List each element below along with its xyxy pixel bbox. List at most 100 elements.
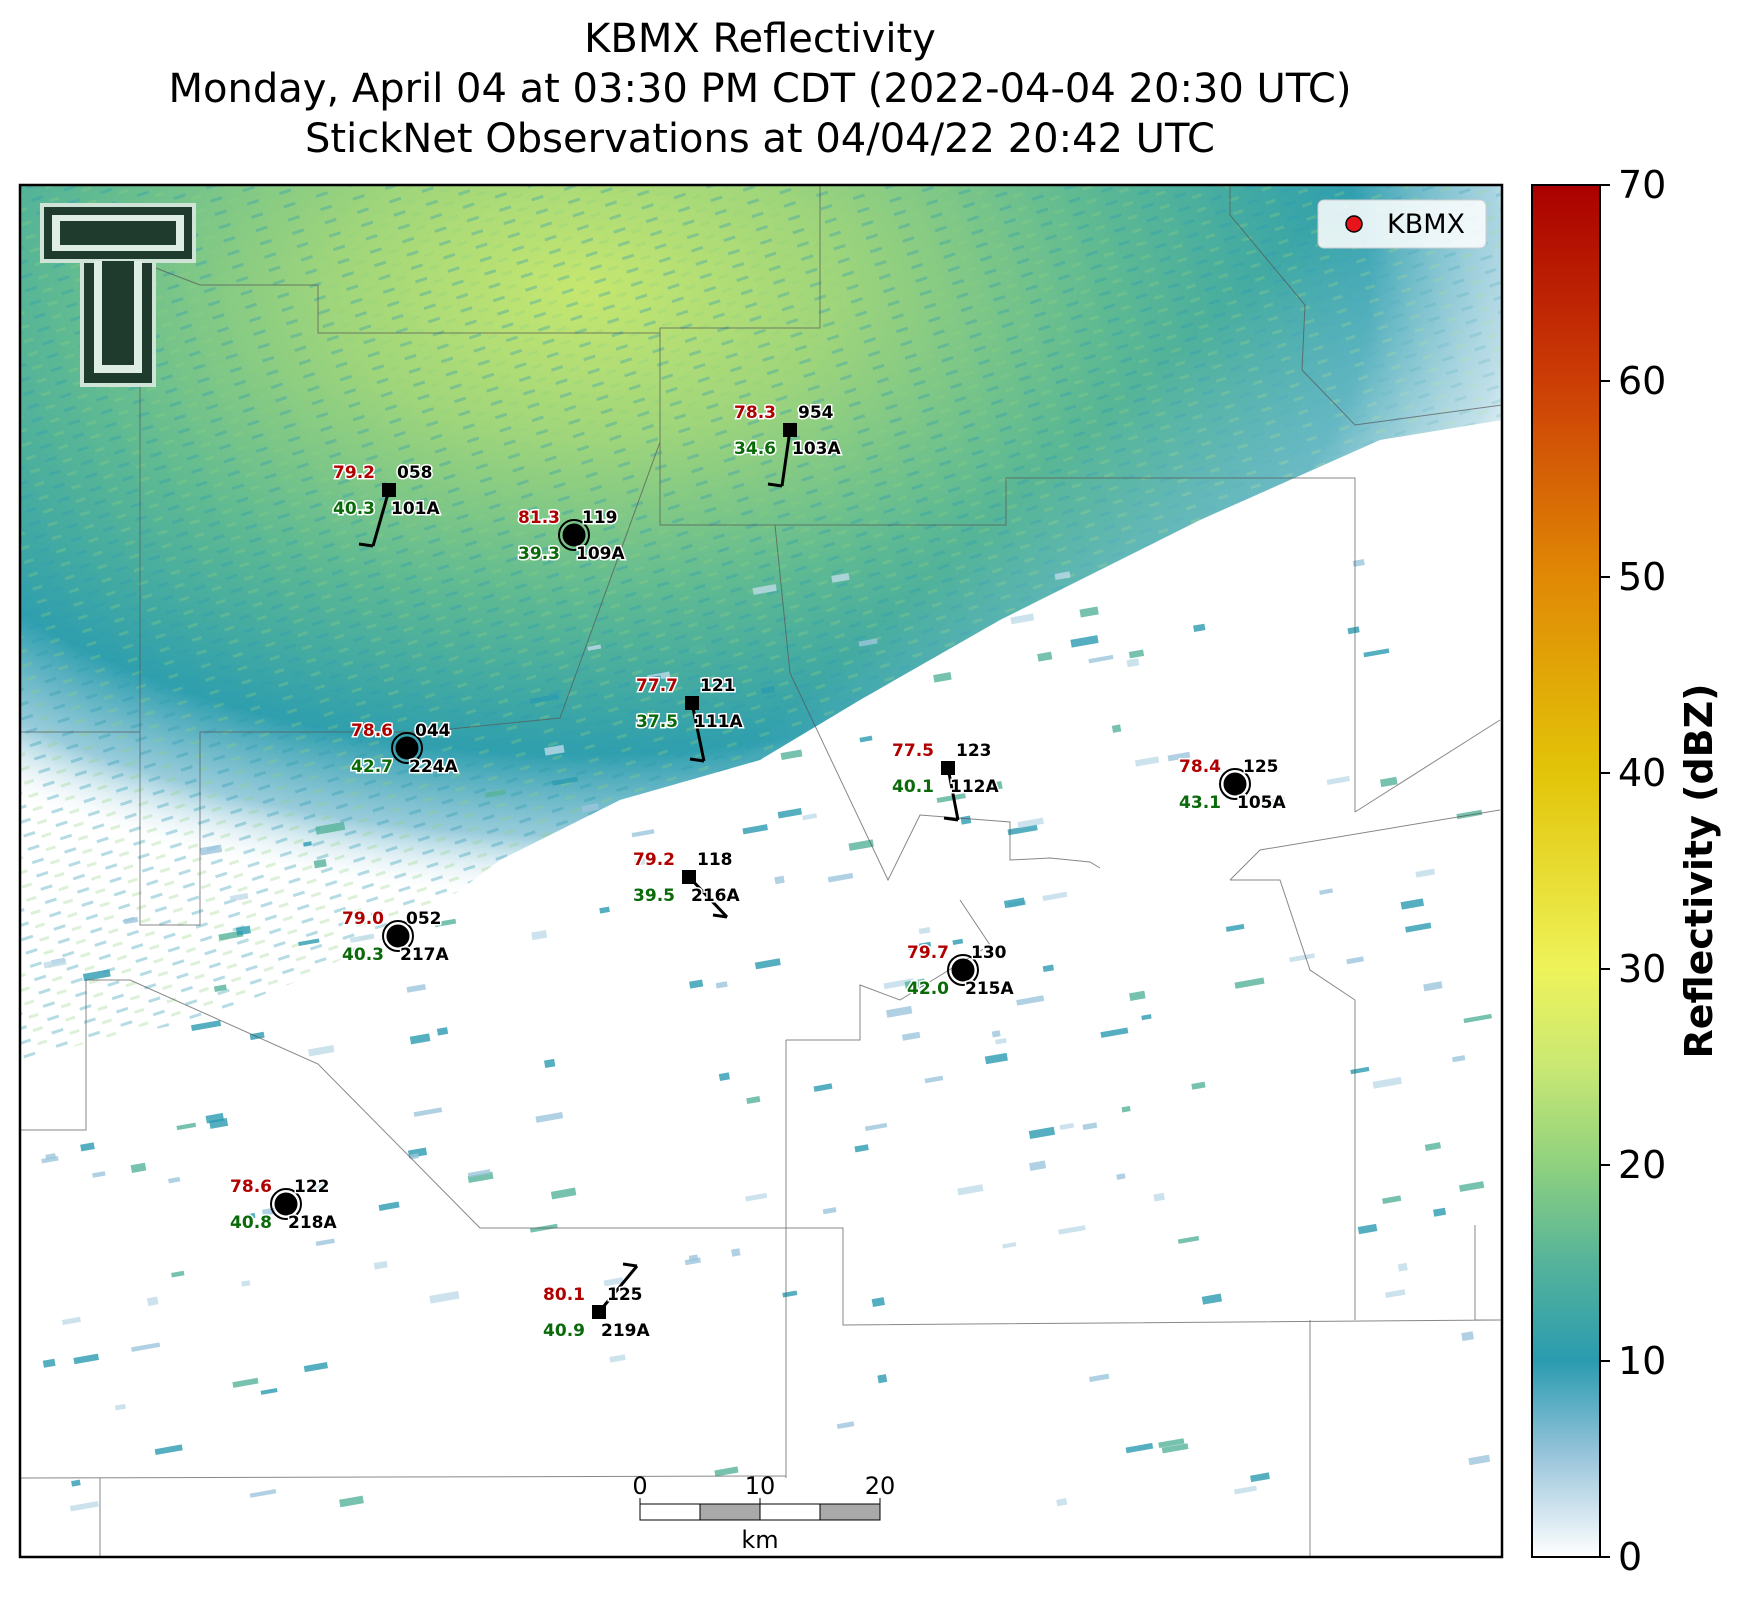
echo-cell [1111,724,1122,733]
station-square-marker [941,761,955,775]
echo-cell [303,841,312,847]
station-id: 101A [391,499,440,519]
station-218A[interactable]: 78.6 122 40.8 218A [229,1176,339,1235]
echo-cell [984,1052,1008,1065]
wind-barb-icon [946,767,960,821]
station-square-marker [685,696,699,710]
echo-cell [689,979,704,989]
echo-cell [634,856,653,866]
echo-cell [1016,995,1045,1006]
echo-cell [1029,1160,1047,1171]
station-temperature: 78.4 [1179,757,1221,777]
station-pressure: 052 [406,909,442,929]
echo-cell [780,749,803,761]
echo-cell [209,1117,229,1129]
echo-cell [71,1479,81,1487]
station-dewpoint: 42.0 [907,979,949,999]
station-112A[interactable]: 77.5 123 40.1 112A [891,740,1001,822]
echo-cell [154,1444,183,1455]
station-dewpoint: 40.3 [342,945,384,965]
echo-cell [69,1501,99,1512]
echo-cell [715,981,728,989]
colorbar-ticks: 0 10 20 30 40 50 60 70 [1600,163,1666,1579]
echo-cell [802,813,818,821]
station-id: 216A [691,886,740,906]
echo-cell [308,1045,335,1057]
station-101A[interactable]: 79.2 058 40.3 101A [332,462,442,548]
wind-barb-flag [358,542,374,548]
echo-cell [1028,1126,1056,1140]
kbmx-marker-icon [1345,215,1363,233]
echo-cell [1158,1438,1185,1449]
echo-cell [1177,1235,1200,1244]
station-215A[interactable]: 79.7 130 42.0 215A [906,942,1016,1001]
scale-unit: km [741,1526,778,1554]
echo-cell [1002,1242,1017,1249]
echo-cell [436,1027,449,1036]
echo-cell [1397,1262,1408,1272]
station-id: 219A [601,1321,650,1341]
station-103A[interactable]: 78.3 954 34.6 103A [733,402,843,488]
station-pressure: 123 [956,741,992,761]
station-105A[interactable]: 78.4 125 43.1 105A [1178,756,1288,815]
station-pressure: 125 [607,1285,643,1305]
station-temperature: 78.3 [734,403,776,423]
echo-cell [1059,1122,1075,1130]
echo-cell [1452,1055,1466,1063]
echo-cell [406,983,426,993]
echo-cell [831,573,850,583]
station-temperature: 80.1 [543,1285,585,1305]
echo-cell [777,808,803,819]
echo-cell [73,1353,99,1365]
echo-cell [864,1122,888,1131]
station-pressure: 058 [397,463,433,483]
echo-cell [1007,824,1038,836]
echo-cell [1134,756,1160,767]
echo-cell [774,875,785,885]
echo-cell [1234,1485,1257,1495]
echo-cell [827,872,854,883]
station-id: 215A [965,979,1014,999]
colorbar-tick-label: 20 [1618,1143,1666,1187]
echo-cell [836,1421,855,1430]
echo-cell [599,906,610,914]
echo-cell [249,1489,277,1498]
station-pressure: 122 [294,1177,330,1197]
echo-cell [746,1096,761,1105]
echo-cell [933,672,952,683]
echo-cell [303,1362,328,1373]
station-111A[interactable]: 77.7 121 37.5 111A [635,675,745,763]
echo-cell [1357,1223,1378,1235]
station-square-marker [682,870,696,884]
station-square-marker [592,1305,606,1319]
station-id: 103A [792,439,841,459]
wind-barb-icon [690,702,706,762]
echo-cell [409,1033,431,1045]
station-circle-marker [274,1192,298,1216]
station-216A[interactable]: 79.2 118 39.5 216A [632,849,742,919]
echo-cell [822,1207,837,1215]
echo-cell [1201,1293,1223,1305]
echo-cell [467,1169,491,1178]
echo-cell [752,584,777,595]
station-circle-marker [395,736,419,760]
station-219A[interactable]: 80.1 125 40.9 219A [542,1262,652,1343]
station-217A[interactable]: 79.0 052 40.3 217A [341,908,451,967]
station-109A[interactable]: 81.3 119 39.3 109A [517,507,627,566]
station-224A[interactable]: 78.6 044 42.7 224A [350,720,460,779]
echo-cell [1289,953,1315,963]
wind-barb-flag [712,913,728,919]
echo-cell [936,793,966,804]
station-temperature: 79.2 [333,463,375,483]
echo-cell [760,686,775,695]
reflectivity-east-fade [20,185,1502,1557]
echo-cell [229,892,249,902]
station-dewpoint: 39.5 [633,886,675,906]
echo-cell [1468,1454,1491,1466]
echo-cell [1153,1192,1165,1202]
echo-cell [587,644,602,651]
echo-cell [991,1030,1001,1038]
station-square-marker [783,423,797,437]
station-id: 111A [694,712,743,732]
legend-box [1317,199,1487,249]
